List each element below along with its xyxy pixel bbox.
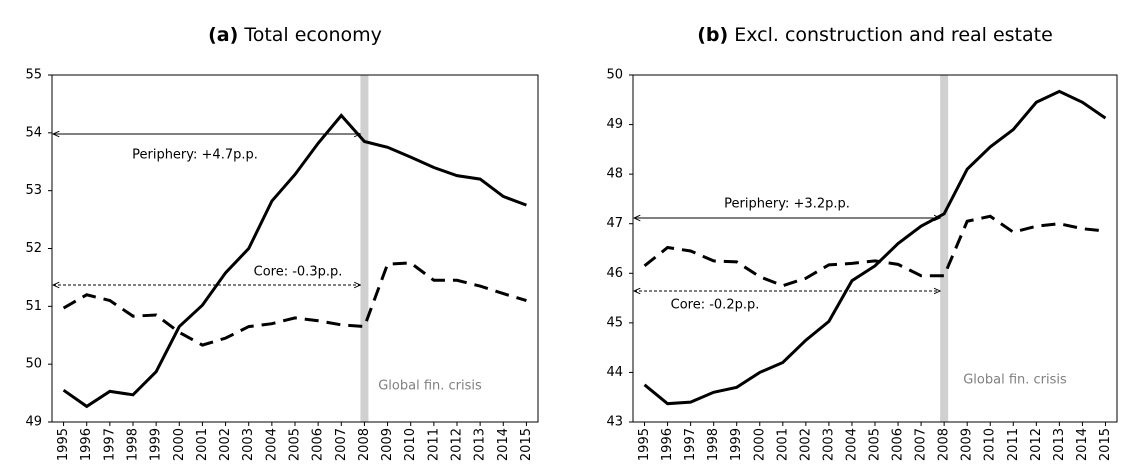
x-tick-label: 1995	[56, 428, 71, 461]
title-text: Total economy	[243, 24, 382, 46]
annotation: Periphery: +3.2p.p.	[724, 197, 850, 212]
y-tick-label: 52	[25, 241, 42, 256]
chart-title: (b) Excl. construction and real estate	[697, 24, 1053, 46]
x-tick-label: 2012	[1029, 428, 1044, 461]
x-tick-label: 2006	[311, 428, 326, 461]
x-tick-label: 2004	[844, 428, 859, 461]
y-tick-label: 49	[606, 117, 623, 132]
x-tick-label: 2014	[496, 428, 511, 461]
x-tick-label: 2000	[752, 428, 767, 461]
x-tick-label: 2002	[218, 428, 233, 461]
x-tick-label: 2013	[1052, 428, 1067, 461]
y-tick-label: 50	[606, 68, 623, 83]
y-tick-label: 48	[606, 167, 623, 182]
panel-label: (a)	[208, 24, 238, 46]
x-tick-label: 1997	[683, 428, 698, 461]
y-tick-label: 55	[25, 68, 42, 83]
x-tick-label: 2001	[195, 428, 210, 461]
series-line	[643, 89, 1107, 406]
y-tick-label: 44	[606, 365, 623, 380]
x-tick-label: 2010	[403, 428, 418, 461]
x-tick-label: 2011	[426, 428, 441, 461]
x-tick-label: 1999	[729, 428, 744, 461]
chart-title: (a) Total economy	[208, 24, 382, 46]
y-tick-label: 45	[606, 315, 623, 330]
x-tick-label: 2004	[264, 428, 279, 461]
series-line	[643, 214, 1106, 288]
y-tick-label: 51	[25, 299, 42, 314]
x-tick-label: 2005	[288, 428, 303, 461]
y-tick-label: 53	[25, 183, 42, 198]
y-tick-label: 47	[606, 216, 623, 231]
x-tick-label: 2008	[357, 428, 372, 461]
x-tick-label: 2000	[172, 428, 187, 461]
annotation: Global fin. crisis	[963, 373, 1067, 388]
title-text: Excl. construction and real estate	[734, 24, 1053, 46]
y-tick-label: 49	[25, 415, 42, 430]
x-tick-label: 2003	[241, 428, 256, 461]
y-tick-label: 46	[606, 266, 623, 281]
annotation: Core: -0.2p.p.	[671, 298, 760, 313]
series-line	[62, 113, 527, 409]
x-tick-label: 2009	[960, 428, 975, 461]
x-tick-label: 2013	[473, 428, 488, 461]
x-tick-label: 2011	[1006, 428, 1021, 461]
y-tick-label: 54	[25, 125, 42, 140]
x-tick-label: 2005	[868, 428, 883, 461]
x-tick-label: 2007	[914, 428, 929, 461]
x-tick-label: 2010	[983, 428, 998, 461]
x-tick-label: 2014	[1075, 428, 1090, 461]
plot-frame	[51, 74, 539, 423]
x-tick-label: 1998	[706, 428, 721, 461]
annotation: Periphery: +4.7p.p.	[132, 148, 258, 163]
annotation: Global fin. crisis	[378, 379, 482, 394]
x-tick-label: 2015	[1098, 428, 1113, 461]
x-tick-label: 1996	[660, 428, 675, 461]
x-tick-label: 1996	[79, 428, 94, 461]
x-tick-label: 1998	[126, 428, 141, 461]
x-tick-label: 2003	[821, 428, 836, 461]
x-tick-label: 2015	[519, 428, 534, 461]
x-tick-label: 2008	[937, 428, 952, 461]
x-tick-label: 1997	[102, 428, 117, 461]
x-tick-label: 2012	[450, 428, 465, 461]
panel-label: (b)	[697, 24, 728, 46]
x-tick-label: 1999	[149, 428, 164, 461]
x-tick-label: 2007	[334, 428, 349, 461]
series-line	[62, 261, 527, 347]
x-tick-label: 2006	[891, 428, 906, 461]
crisis-band	[940, 75, 949, 422]
x-tick-label: 2002	[798, 428, 813, 461]
x-tick-label: 2009	[380, 428, 395, 461]
crisis-band	[360, 75, 369, 422]
plot-frame	[632, 74, 1118, 423]
y-tick-label: 43	[606, 415, 623, 430]
x-tick-label: 2001	[775, 428, 790, 461]
x-tick-label: 1995	[637, 428, 652, 461]
annotation: Core: -0.3p.p.	[254, 265, 343, 280]
y-tick-label: 50	[25, 357, 42, 372]
